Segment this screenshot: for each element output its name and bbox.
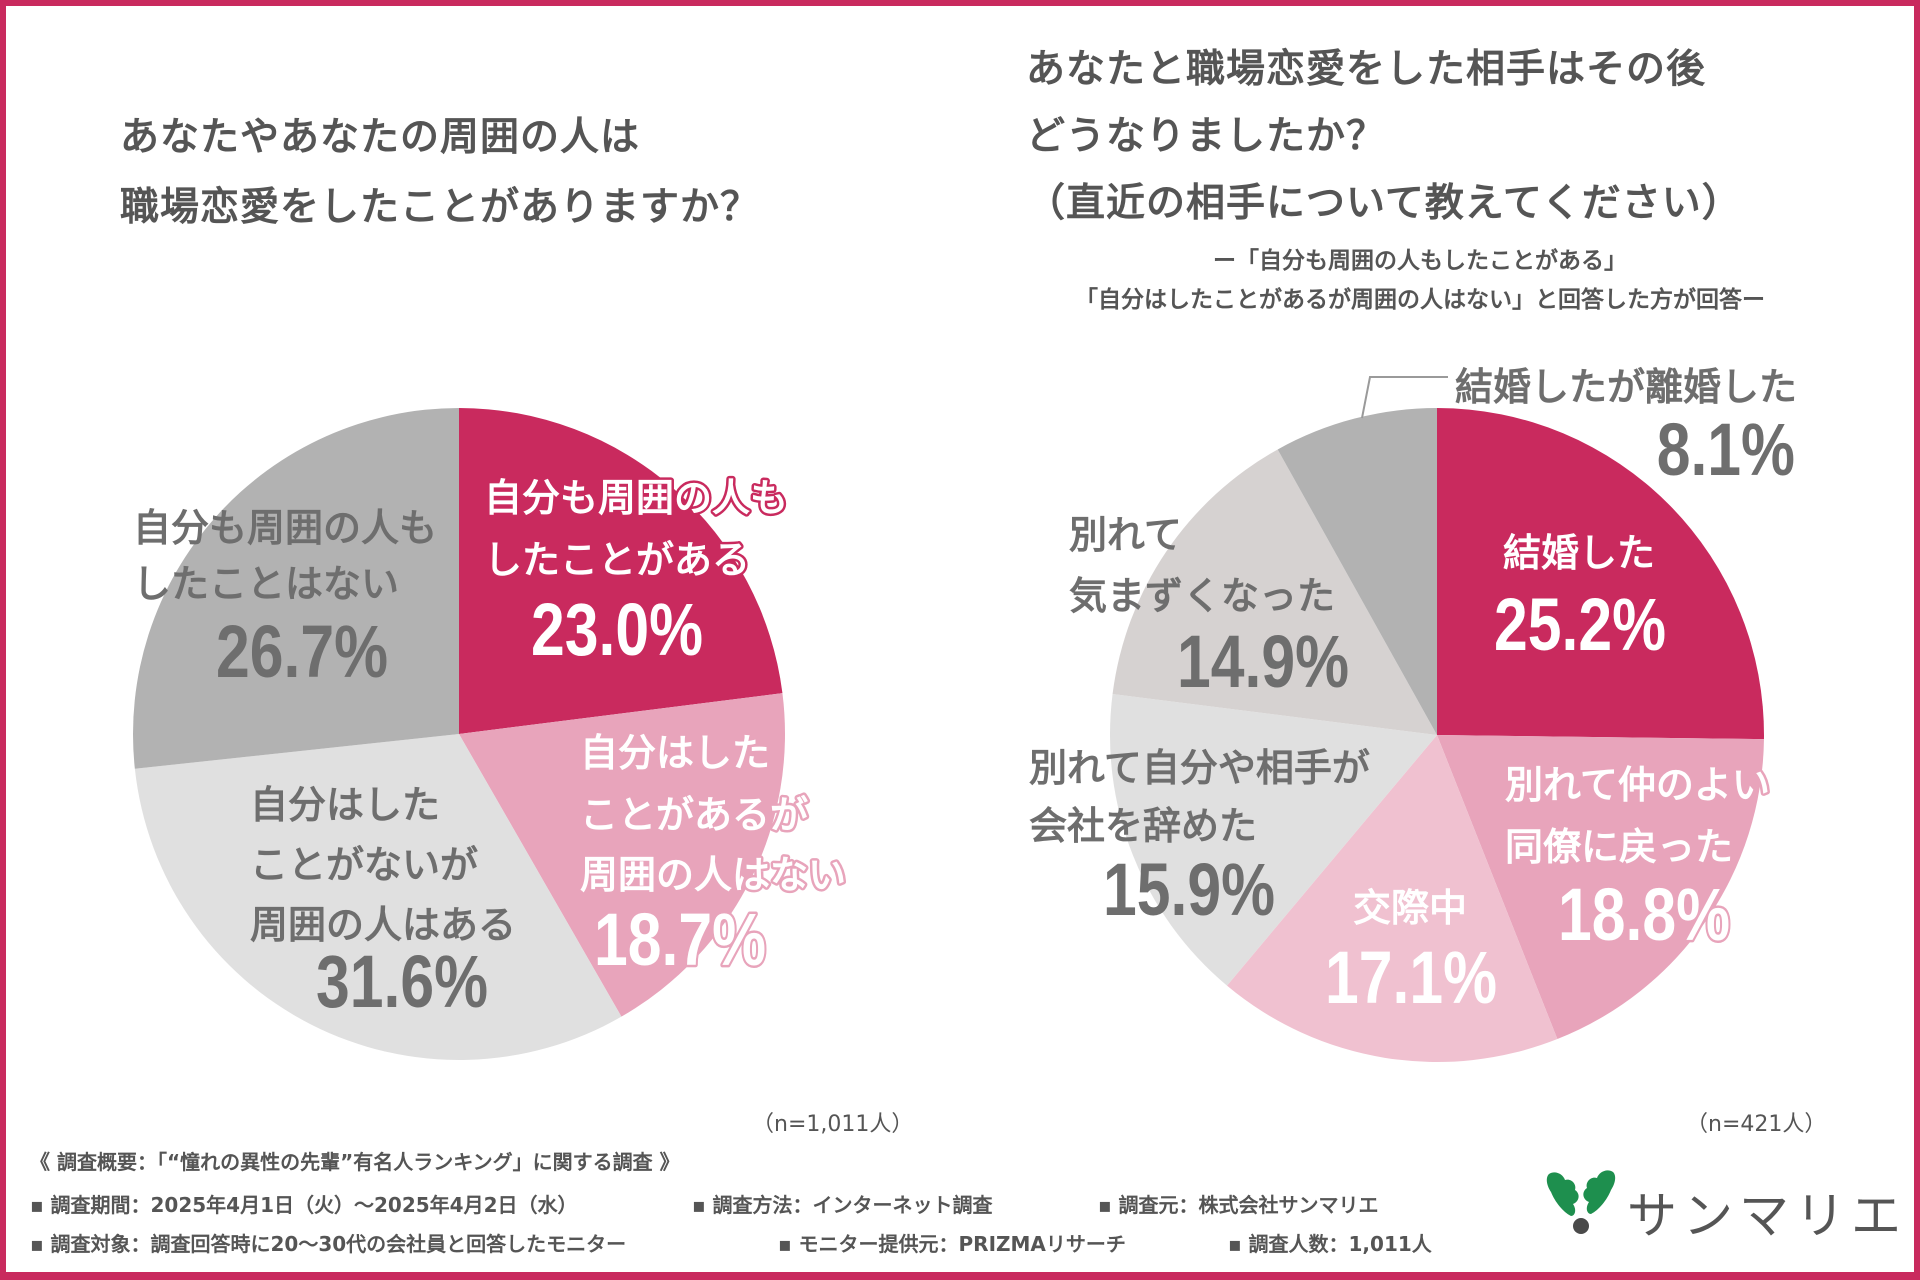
survey-period: ▪ 調査期間：2025年4月1日（火）～2025年4月2日（水）	[30, 1193, 578, 1217]
right-pie-slice-1	[1437, 735, 1764, 1040]
left-pie-label-2-line-2: 周囲の人はある	[250, 903, 516, 947]
survey-overview: 《 調査概要：「“憧れの異性の先輩”有名人ランキング」に関する調査 》	[30, 1150, 680, 1174]
right-pie-value-label-3: 15.9%	[1103, 849, 1275, 931]
right-pie-label-2-line-0: 交際中	[1353, 886, 1467, 930]
right-sample-size: （n=421人）	[1686, 1112, 1827, 1137]
right-chart-title-line-2: どうなりましたか？	[1026, 114, 1387, 159]
survey-method: ▪ 調査方法：インターネット調査	[692, 1193, 993, 1217]
left-pie-value-label-0: 23.0%	[531, 589, 703, 671]
left-pie-slice-3	[133, 408, 459, 769]
right-pie-label-5-line-0: 結婚したが離婚した	[1455, 365, 1797, 409]
right-pie-label-1-line-0: 別れて仲のよい	[1505, 763, 1770, 807]
monitor-provider: ▪ モニター提供元：PRIZMAリサーチ	[778, 1232, 1126, 1256]
survey-target: ▪ 調査対象：調査回答時に20～30代の会社員と回答したモニター	[30, 1232, 627, 1256]
right-pie-label-4-line-1: 気まずくなった	[1069, 574, 1335, 618]
left-pie-label-3-line-0: 自分も周囲の人も	[133, 506, 437, 550]
right-pie-label-0: 結婚した 25.2%	[1494, 531, 1666, 666]
right-pie-slice-3	[1110, 694, 1437, 986]
right-pie-label-3-line-1: 会社を辞めた	[1029, 804, 1257, 848]
left-chart-title-line-1: あなたやあなたの周囲の人は	[120, 115, 641, 160]
right-pie-value-label-1: 18.8%	[1558, 874, 1730, 956]
left-pie-chart	[133, 407, 786, 1061]
right-pie-slice-4	[1112, 449, 1437, 735]
left-pie-slice-0	[459, 407, 783, 734]
right-pie-leader-line	[1361, 376, 1448, 419]
right-pie-label-0-line-0: 結婚した	[1503, 531, 1655, 575]
right-pie-value-label-4: 14.9%	[1177, 621, 1349, 703]
right-pie-label-4-line-0: 別れて	[1069, 513, 1182, 557]
right-pie-value-label-5: 8.1%	[1657, 409, 1795, 491]
right-pie-value-label-0: 25.2%	[1494, 584, 1666, 666]
left-pie-label-2-line-1: ことがないが	[250, 843, 478, 887]
right-pie-label-1-line-1: 同僚に戻った	[1505, 825, 1733, 869]
right-pie-slice-0	[1437, 408, 1764, 740]
survey-count: ▪ 調査人数：1,011人	[1228, 1232, 1432, 1256]
left-pie-labels: 自分も周囲の人もしたことがある23.0%自分はしたことがあるが周囲の人はない18…	[133, 474, 849, 1024]
leaf-logo-icon	[1546, 1170, 1616, 1234]
right-chart-title-line-3: （直近の相手について教えてください）	[1026, 181, 1742, 226]
right-pie-slice-2	[1226, 735, 1558, 1063]
left-pie-slice-1	[459, 693, 786, 1017]
left-pie-label-0-line-0: 自分も周囲の人も	[484, 476, 788, 520]
right-chart-subtitle-line-2: 「自分はしたことがあるが周囲の人はない」と回答した方が回答ー	[1075, 287, 1765, 313]
right-pie-labels: 結婚した25.2%別れて仲のよい同僚に戻った18.8%交際中17.1%別れて自分…	[1029, 365, 1797, 1019]
right-chart-title-line-1: あなたと職場恋愛をした相手はその後	[1026, 47, 1707, 92]
left-pie-label-0: 自分も周囲の人もしたことがある 23.0%	[482, 474, 791, 674]
left-pie-label-2-line-0: 自分はした	[250, 783, 440, 827]
left-pie-label-1-line-1: ことがあるが	[580, 793, 808, 837]
left-sample-size: （n=1,011人）	[752, 1112, 914, 1137]
right-chart-subtitle-line-1: ー「自分も周囲の人もしたことがある」	[1213, 248, 1627, 274]
right-pie-label-2: 交際中 17.1%	[1325, 886, 1497, 1019]
survey-source: ▪ 調査元：株式会社サンマリエ	[1098, 1193, 1379, 1217]
left-pie-label-3-line-1: したことはない	[133, 562, 399, 606]
right-pie-slice-5	[1277, 408, 1437, 735]
left-pie-label-1-line-0: 自分はした	[580, 731, 770, 775]
left-pie-value-label-3: 26.7%	[216, 611, 388, 693]
sunmarie-logo: サンマリエ	[1545, 1168, 1901, 1245]
left-pie-slice-2	[134, 734, 622, 1061]
right-pie-value-label-2: 17.1%	[1325, 937, 1497, 1019]
left-pie-value-label-2: 31.6%	[316, 941, 488, 1023]
right-pie-label-3-line-0: 別れて自分や相手が	[1029, 746, 1370, 790]
left-pie-label-1-line-2: 周囲の人はない	[580, 853, 846, 897]
logo-text: サンマリエ	[1627, 1187, 1907, 1245]
left-pie-label-0-line-1: したことがある	[484, 538, 750, 582]
right-pie-chart	[1110, 408, 1764, 1063]
left-chart-title-line-2: 職場恋愛をしたことがありますか？	[120, 185, 761, 230]
left-pie-value-label-1: 18.7%	[594, 899, 766, 981]
